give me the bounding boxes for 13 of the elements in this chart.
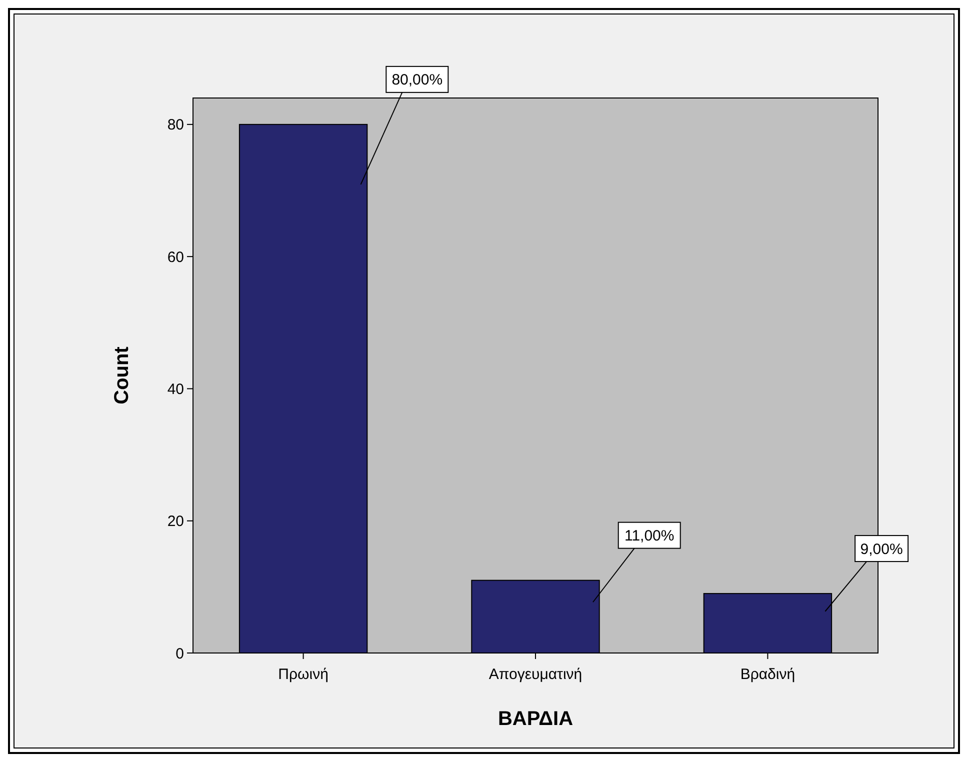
data-label: 11,00% [624, 528, 674, 545]
x-tick-label: Βραδινή [740, 666, 796, 683]
y-tick-label: 80 [167, 116, 184, 134]
x-tick-label: Απογευματινή [488, 666, 582, 683]
x-tick-label: Πρωινή [278, 666, 328, 683]
y-axis-title: Count [111, 346, 133, 404]
y-tick-label: 20 [167, 513, 184, 530]
data-label: 80,00% [392, 72, 443, 89]
data-label: 9,00% [860, 540, 903, 558]
x-axis-title: ΒΑΡΔΙΑ [498, 708, 574, 730]
y-tick-label: 0 [176, 645, 184, 662]
y-tick-label: 40 [167, 380, 184, 398]
y-tick-label: 60 [167, 248, 184, 266]
